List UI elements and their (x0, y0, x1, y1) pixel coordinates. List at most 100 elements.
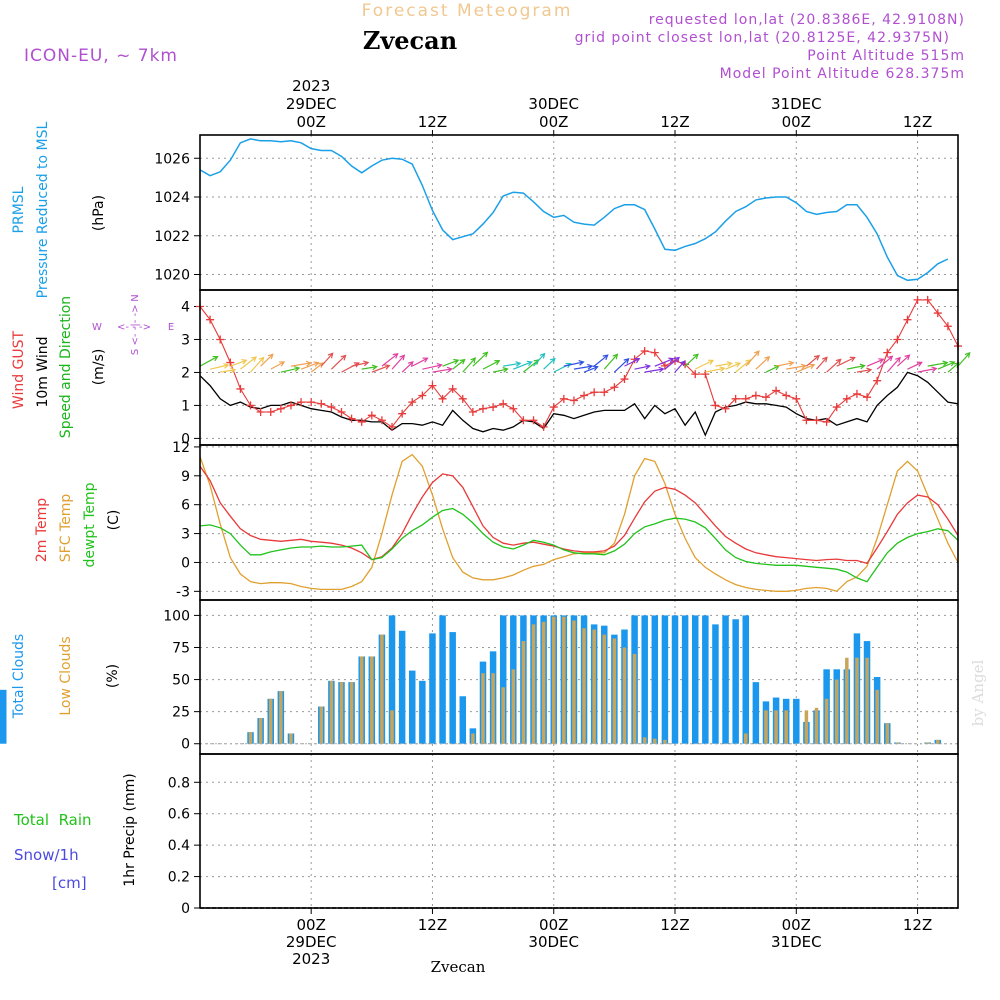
low-cloud-bar (855, 657, 859, 744)
arrow-head (849, 356, 856, 362)
low-cloud-bar (592, 629, 596, 744)
wind-direction-arrow (280, 366, 301, 373)
arrow-shaft (563, 361, 584, 367)
wind-direction-arrow (957, 351, 971, 367)
wind-gust-label: Wind GUST (11, 330, 27, 409)
arrow-head (612, 353, 619, 360)
arrow-shaft (330, 355, 346, 370)
gust-point (903, 315, 912, 324)
arrow-shaft (300, 362, 319, 370)
arrow-head (470, 357, 477, 364)
wind-direction-arrow (290, 360, 312, 367)
wind-direction-arrow (472, 351, 489, 367)
footer-location: Zvecan (431, 958, 486, 976)
arrow-shaft (573, 365, 593, 370)
bottom-time-label: 12Z (418, 916, 447, 934)
arrow-head (539, 352, 546, 359)
wind-direction-arrow (492, 367, 509, 373)
y-tick-label: 0.8 (168, 775, 190, 791)
gust-point (499, 399, 508, 408)
y-tick-label: 0.4 (168, 838, 190, 854)
panel-wind: 0 1 2 3 4 (181, 290, 971, 447)
gust-point (286, 401, 295, 410)
top-time-label: 29DEC (286, 95, 337, 113)
arrow-shaft (816, 356, 828, 370)
arrow-head (866, 367, 873, 374)
bottom-time-label: 30DEC (528, 933, 579, 951)
arrow-shaft (826, 358, 842, 373)
arrow-head (549, 357, 556, 364)
bottom-time-label: 2023 (292, 950, 330, 968)
wind-direction-arrow (886, 356, 901, 373)
low-cloud-bar (663, 739, 667, 744)
arrow-shaft (836, 356, 855, 367)
arrow-shaft (624, 358, 640, 367)
low-cloud-bar (774, 710, 778, 744)
bottom-time-label: 00Z (782, 916, 811, 934)
arrow-head (294, 366, 301, 372)
prmsl-label: PRMSL (11, 186, 27, 233)
arrow-head (679, 360, 686, 367)
gust-point (206, 315, 215, 324)
arrow-shaft (765, 365, 780, 373)
arrow-shaft (401, 361, 414, 373)
arrow-shaft (856, 369, 872, 373)
wind-direction-arrow (351, 360, 370, 367)
total-cloud-bar (661, 615, 669, 744)
arrow-shaft (947, 362, 960, 373)
wind-direction-arrow (361, 364, 378, 371)
total-cloud-bar (671, 615, 679, 744)
arrow-head (392, 353, 399, 359)
compass-w: W (92, 322, 102, 333)
wind-direction-arrow (816, 356, 828, 370)
gust-point (256, 408, 265, 417)
gust-point (893, 335, 902, 344)
panel-border (199, 444, 959, 601)
gust-point (347, 414, 356, 423)
wind-direction-arrow (260, 353, 274, 367)
top-time-label: 00Z (296, 113, 325, 131)
arrow-shaft (735, 359, 751, 373)
panel-pressure: 1020 1022 1024 1026 (154, 135, 958, 290)
gust-point (701, 370, 710, 379)
wind-direction-arrow (826, 358, 842, 373)
arrow-shaft (270, 361, 285, 370)
arrow-head (327, 352, 334, 359)
arrow-head (878, 358, 885, 364)
y-tick-label: 0 (181, 737, 190, 753)
gust-point (519, 416, 528, 425)
wind-direction-arrow (705, 366, 726, 373)
arrow-shaft (290, 362, 311, 367)
low-cloud-bar (875, 689, 879, 744)
arrow-shaft (806, 355, 820, 367)
bottom-time-label: 00Z (539, 916, 568, 934)
panels: 102010221024102601234-303691202550751000… (0, 135, 971, 917)
arrow-head (241, 358, 248, 365)
low-cloud-bar (622, 647, 627, 744)
arrow-shaft (533, 353, 546, 367)
y-tick-label: 12 (172, 440, 190, 456)
arrow-shaft (391, 354, 405, 370)
wind-direction-arrow (300, 361, 320, 370)
arrow-head (453, 358, 460, 365)
total-rain-label: Total Rain (13, 811, 92, 829)
arrow-head (764, 356, 771, 362)
t2m-label: 2m Temp (34, 498, 50, 562)
snow-label: Snow/1h (14, 846, 79, 864)
arrow-shaft (917, 367, 937, 373)
gust-point (438, 394, 447, 403)
wind-direction-arrow (401, 361, 414, 373)
arrow-head (668, 357, 675, 363)
total-cloud-bar (793, 698, 800, 744)
arrow-head (887, 355, 894, 362)
model-altitude: Model Point Altitude 628.375m (720, 66, 965, 82)
total-cloud-bar (439, 615, 446, 744)
arrow-head (446, 366, 453, 373)
y-tick-label: 1 (181, 398, 190, 414)
wind-direction-arrow (715, 361, 733, 367)
wind-direction-arrow (341, 362, 360, 373)
gust-point (650, 348, 659, 357)
arrow-head (340, 354, 347, 361)
arrow-shaft (503, 362, 521, 367)
arrow-head (230, 367, 237, 374)
